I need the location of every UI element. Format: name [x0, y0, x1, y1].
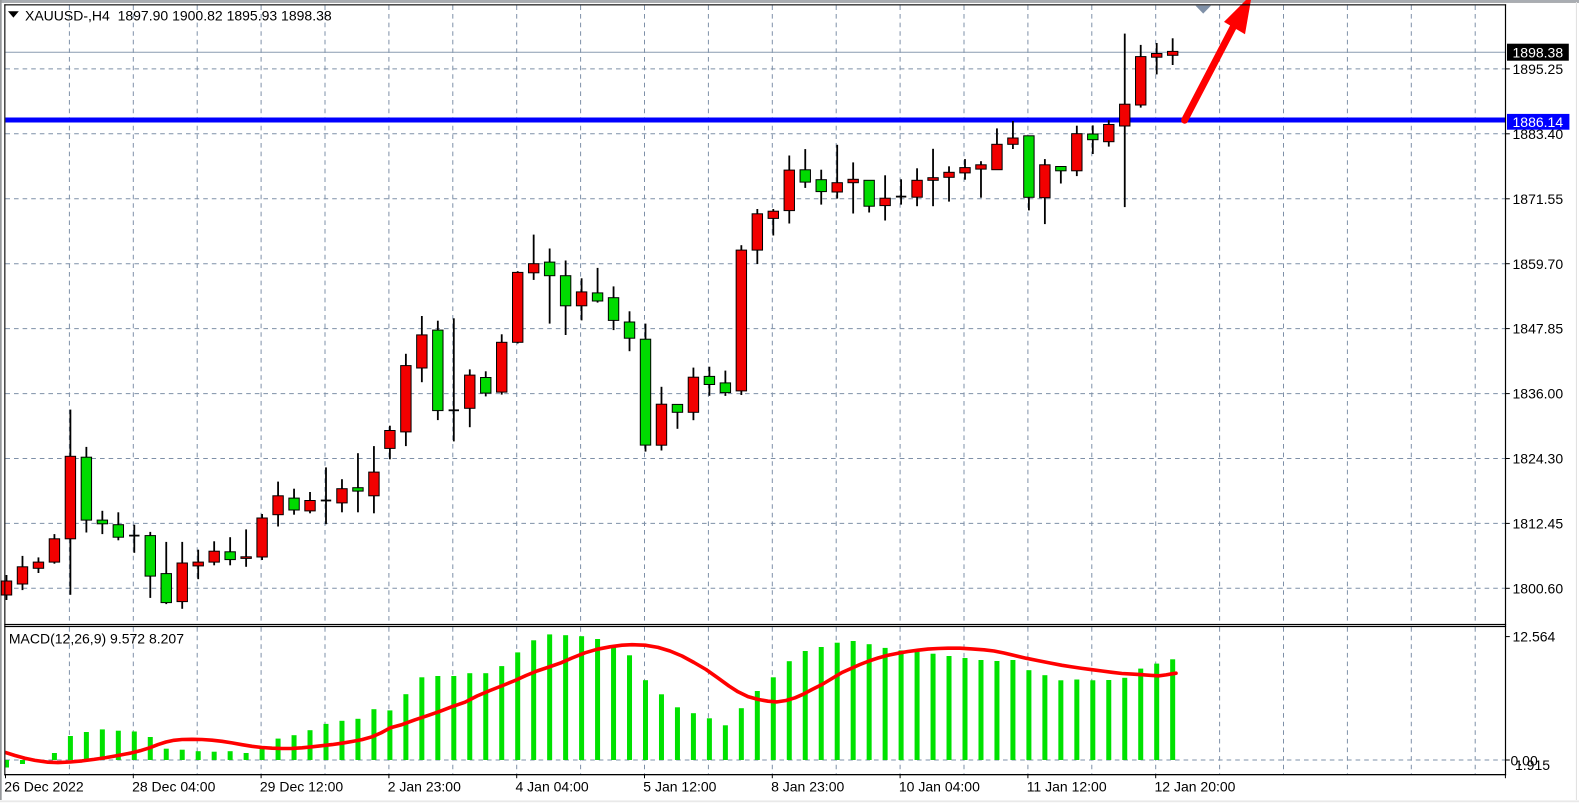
- svg-text:10 Jan 04:00: 10 Jan 04:00: [899, 779, 980, 795]
- svg-text:26 Dec 2022: 26 Dec 2022: [4, 779, 84, 795]
- svg-text:1859.70: 1859.70: [1513, 256, 1564, 272]
- svg-text:1836.00: 1836.00: [1513, 386, 1564, 402]
- svg-text:1824.30: 1824.30: [1513, 451, 1564, 467]
- svg-text:8 Jan 23:00: 8 Jan 23:00: [771, 779, 844, 795]
- svg-text:28 Dec 04:00: 28 Dec 04:00: [132, 779, 215, 795]
- svg-text:12.564: 12.564: [1513, 629, 1556, 645]
- svg-text:4 Jan 04:00: 4 Jan 04:00: [516, 779, 589, 795]
- svg-text:1800.60: 1800.60: [1513, 580, 1564, 596]
- svg-text:1886.14: 1886.14: [1513, 114, 1564, 130]
- svg-text:5 Jan 12:00: 5 Jan 12:00: [643, 779, 716, 795]
- svg-text:11 Jan 12:00: 11 Jan 12:00: [1027, 779, 1107, 795]
- svg-text:1895.25: 1895.25: [1513, 61, 1564, 77]
- svg-text:1.915: 1.915: [1515, 757, 1550, 773]
- svg-text:29 Dec 12:00: 29 Dec 12:00: [260, 779, 343, 795]
- svg-text:2 Jan 23:00: 2 Jan 23:00: [388, 779, 461, 795]
- svg-text:1847.85: 1847.85: [1513, 321, 1564, 337]
- svg-text:MACD(12,26,9) 9.572 8.207: MACD(12,26,9) 9.572 8.207: [9, 630, 184, 646]
- svg-text:12 Jan 20:00: 12 Jan 20:00: [1155, 779, 1236, 795]
- svg-text:1898.38: 1898.38: [1513, 44, 1564, 60]
- svg-text:XAUUSD-,H4 1897.90 1900.82 18: XAUUSD-,H4 1897.90 1900.82 1895.93 1898.…: [25, 8, 332, 24]
- svg-text:0.00: 0.00: [1511, 753, 1538, 769]
- svg-text:1812.45: 1812.45: [1513, 516, 1564, 532]
- svg-text:1883.40: 1883.40: [1513, 126, 1564, 142]
- svg-text:1871.55: 1871.55: [1513, 191, 1564, 207]
